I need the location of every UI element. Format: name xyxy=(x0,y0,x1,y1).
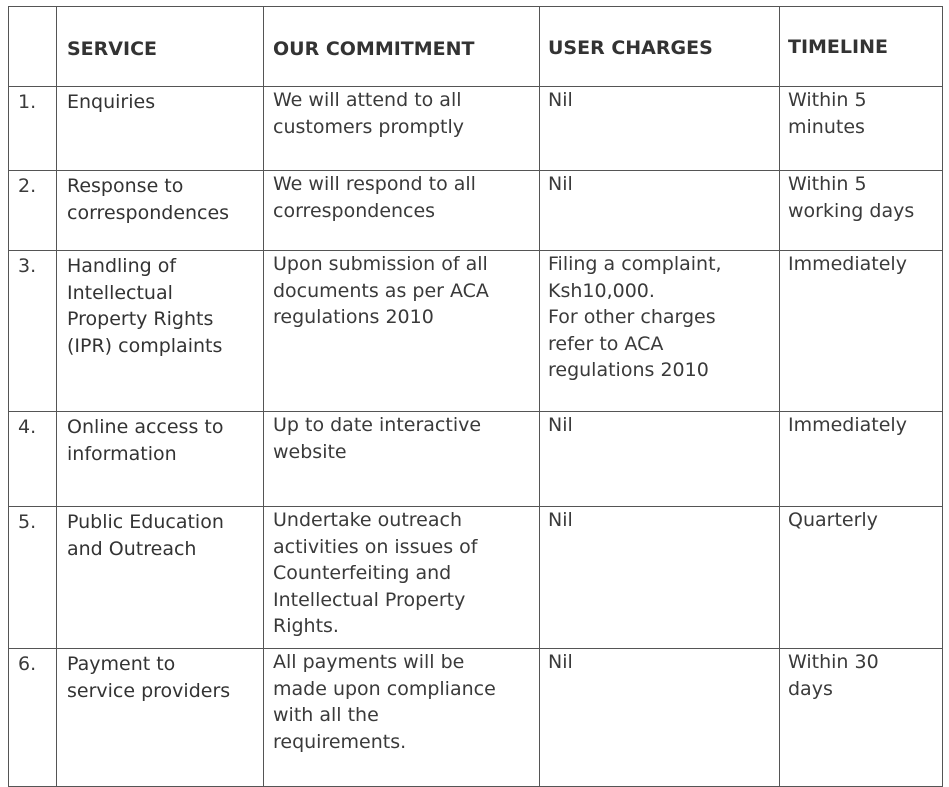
table-row: 1. Enquiries We will attend to all custo… xyxy=(8,86,943,171)
cell-line: Intellectual xyxy=(67,281,173,304)
cell-line: working days xyxy=(788,199,915,222)
table-row: 6. Payment to service providers All paym… xyxy=(8,648,943,787)
cell-line: Ksh10,000. xyxy=(548,279,655,302)
cell-line: documents as per ACA xyxy=(273,279,489,302)
header-commitment: OUR COMMITMENT xyxy=(263,6,540,87)
timeline-cell: Quarterly xyxy=(779,506,943,649)
row-number: 1. xyxy=(8,86,57,171)
cell-line: Public Education xyxy=(67,511,224,533)
commitment-cell: All payments will be made upon complianc… xyxy=(263,648,540,787)
charges-cell: Filing a complaint, Ksh10,000. For other… xyxy=(539,250,780,412)
row-number: 4. xyxy=(8,411,57,507)
cell-line: We will attend to all xyxy=(273,89,462,111)
cell-line: Payment to xyxy=(67,653,176,675)
table-row: 2. Response to correspondences We will r… xyxy=(8,170,943,251)
timeline-cell: Within 5 minutes xyxy=(779,86,943,171)
service-charter-table: SERVICE OUR COMMITMENT USER CHARGES TIME… xyxy=(8,6,943,787)
cell-line: We will respond to all xyxy=(273,173,476,195)
cell-line: Intellectual Property xyxy=(273,588,466,611)
cell-line: correspondences xyxy=(273,199,436,222)
cell-line: Response to xyxy=(67,175,184,197)
service-cell: Public Education and Outreach xyxy=(56,506,264,649)
row-number: 6. xyxy=(8,648,57,787)
cell-line: activities on issues of xyxy=(273,535,478,558)
charges-cell: Nil xyxy=(539,86,780,171)
cell-line: Nil xyxy=(548,173,573,195)
commitment-cell: Undertake outreach activities on issues … xyxy=(263,506,540,649)
charges-cell: Nil xyxy=(539,506,780,649)
cell-line: Immediately xyxy=(788,414,907,436)
cell-line: Nil xyxy=(548,89,573,111)
cell-line: Quarterly xyxy=(788,509,878,531)
cell-line: days xyxy=(788,677,833,700)
cell-line: regulations 2010 xyxy=(548,359,709,381)
timeline-cell: Immediately xyxy=(779,250,943,412)
timeline-cell: Within 30 days xyxy=(779,648,943,787)
cell-line: Undertake outreach xyxy=(273,509,462,531)
cell-line: refer to ACA xyxy=(548,332,664,355)
cell-line: customers promptly xyxy=(273,115,465,138)
cell-line: Counterfeiting and xyxy=(273,562,452,584)
cell-line: and Outreach xyxy=(67,537,197,560)
commitment-cell: We will respond to all correspondences xyxy=(263,170,540,251)
timeline-cell: Within 5 working days xyxy=(779,170,943,251)
cell-line: Enquiries xyxy=(67,91,156,113)
service-cell: Handling of Intellectual Property Rights… xyxy=(56,250,264,412)
service-cell: Response to correspondences xyxy=(56,170,264,251)
header-service: SERVICE xyxy=(56,6,264,87)
cell-line: Upon submission of all xyxy=(273,253,488,275)
row-number: 5. xyxy=(8,506,57,649)
row-number: 3. xyxy=(8,250,57,412)
table-body: 1. Enquiries We will attend to all custo… xyxy=(8,86,943,787)
cell-line: Handling of xyxy=(67,255,177,277)
cell-line: service providers xyxy=(67,679,231,702)
table-row: 4. Online access to information Up to da… xyxy=(8,411,943,507)
cell-line: regulations 2010 xyxy=(273,306,434,328)
header-timeline: TIMELINE xyxy=(779,6,943,87)
cell-line: Filing a complaint, xyxy=(548,253,722,275)
timeline-cell: Immediately xyxy=(779,411,943,507)
cell-line: (IPR) complaints xyxy=(67,334,223,357)
cell-line: Immediately xyxy=(788,253,907,275)
cell-line: Within 5 xyxy=(788,89,867,111)
commitment-cell: Upon submission of all documents as per … xyxy=(263,250,540,412)
commitment-cell: Up to date interactive website xyxy=(263,411,540,507)
header-number xyxy=(8,6,57,87)
cell-line: Rights. xyxy=(273,615,339,637)
table-row: 3. Handling of Intellectual Property Rig… xyxy=(8,250,943,412)
charges-cell: Nil xyxy=(539,411,780,507)
cell-line: with all the xyxy=(273,704,379,726)
cell-line: All payments will be xyxy=(273,651,465,673)
service-cell: Enquiries xyxy=(56,86,264,171)
cell-line: website xyxy=(273,440,347,463)
charges-cell: Nil xyxy=(539,170,780,251)
cell-line: made upon compliance xyxy=(273,677,496,700)
cell-line: correspondences xyxy=(67,201,230,224)
cell-line: Property Rights xyxy=(67,308,214,330)
table-header-row: SERVICE OUR COMMITMENT USER CHARGES TIME… xyxy=(8,6,943,87)
cell-line: information xyxy=(67,442,177,465)
cell-line: Online access to xyxy=(67,416,224,438)
service-cell: Payment to service providers xyxy=(56,648,264,787)
cell-line: minutes xyxy=(788,115,865,138)
cell-line: Up to date interactive xyxy=(273,414,482,436)
cell-line: Nil xyxy=(548,651,573,673)
cell-line: For other charges xyxy=(548,306,716,328)
header-user-charges: USER CHARGES xyxy=(539,6,780,87)
service-cell: Online access to information xyxy=(56,411,264,507)
cell-line: Nil xyxy=(548,414,573,436)
cell-line: requirements. xyxy=(273,730,407,753)
commitment-cell: We will attend to all customers promptly xyxy=(263,86,540,171)
cell-line: Nil xyxy=(548,509,573,531)
cell-line: Within 5 xyxy=(788,173,867,195)
cell-line: Within 30 xyxy=(788,651,879,673)
row-number: 2. xyxy=(8,170,57,251)
charges-cell: Nil xyxy=(539,648,780,787)
table-row: 5. Public Education and Outreach Underta… xyxy=(8,506,943,649)
